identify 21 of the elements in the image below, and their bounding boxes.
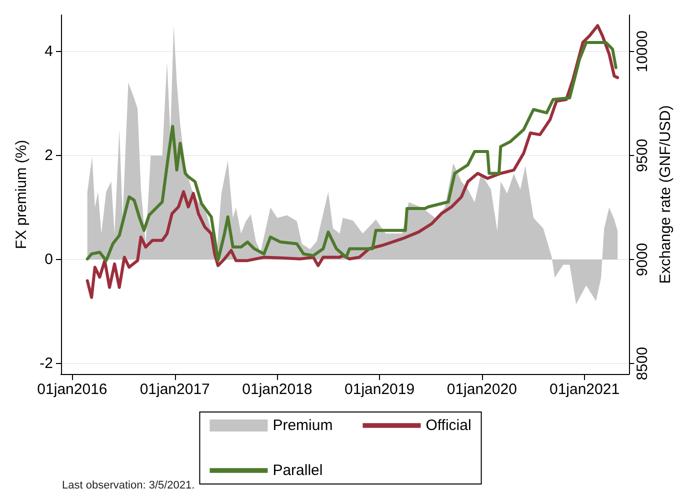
y2-axis-title: Exchange rate (GNF/USD) xyxy=(657,105,674,284)
x-tick-label: 01jan2018 xyxy=(242,381,312,398)
legend-label: Premium xyxy=(272,417,333,434)
y-tick-label: 4 xyxy=(44,42,53,60)
x-tick-label: 01jan2016 xyxy=(37,381,108,398)
x-tick-label: 01jan2017 xyxy=(140,381,210,398)
text: Last observation: 3/5/2021. xyxy=(62,480,195,492)
x-tick-label: 01jan2020 xyxy=(446,381,517,398)
y-tick-label: -2 xyxy=(40,355,53,372)
x-tick-label: 01jan2021 xyxy=(549,381,620,398)
y-axis-title: FX premium (%) xyxy=(12,140,30,250)
legend-label: Official xyxy=(426,417,472,434)
y2-tick-label: 9000 xyxy=(634,242,652,276)
y2-tick-label: 10000 xyxy=(634,30,652,72)
x-tick-label: 01jan2019 xyxy=(344,381,415,398)
y-tick-label: 2 xyxy=(44,146,53,164)
legend-label: Parallel xyxy=(272,462,323,479)
y2-tick-label: 9500 xyxy=(634,138,652,172)
y2-tick-label: 8500 xyxy=(634,346,652,380)
y-tick-label: 0 xyxy=(44,251,53,268)
line-series xyxy=(86,40,618,262)
